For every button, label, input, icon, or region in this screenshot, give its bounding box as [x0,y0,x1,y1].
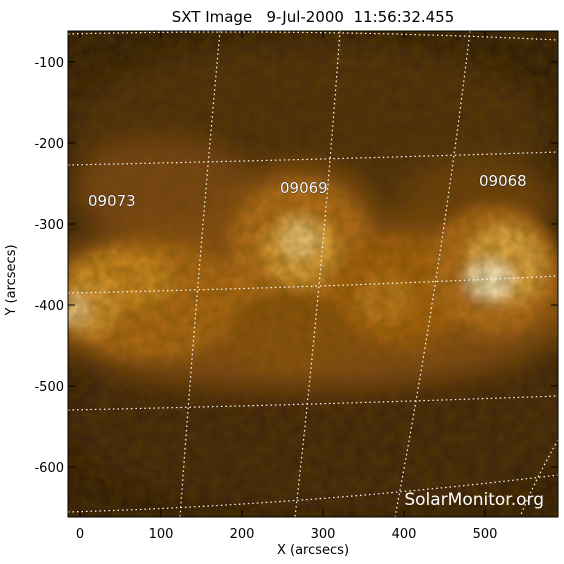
axis-ticks [68,31,558,517]
x-tick-label: 500 [473,527,498,542]
y-tick-label: -600 [34,461,64,476]
y-tick-label: -200 [34,137,64,152]
region-label-09073: 09073 [88,192,136,210]
y-tick-label: -500 [34,380,64,395]
region-label-09068: 09068 [479,172,527,190]
x-tick-labels: 0 100 200 300 400 500 [76,527,498,542]
heliographic-grid [68,31,558,517]
region-label-09069: 09069 [280,179,328,197]
x-tick-label: 0 [76,527,84,542]
x-tick-label: 100 [149,527,174,542]
image-title: SXT Image 9-Jul-2000 11:56:32.455 [172,8,455,26]
y-tick-label: -300 [34,218,64,233]
watermark: SolarMonitor.org [404,490,544,510]
solar-image: 09073 09069 09068 SolarMonitor.org [68,31,558,517]
y-tick-labels: -100 -200 -300 -400 -500 -600 [34,56,64,476]
y-axis-label: Y (arcsecs) [4,244,19,316]
x-tick-label: 400 [392,527,417,542]
x-axis-label: X (arcsecs) [277,543,349,558]
x-tick-label: 200 [230,527,255,542]
x-tick-label: 300 [311,527,336,542]
y-tick-label: -400 [34,299,64,314]
plot-frame [67,30,559,518]
y-tick-label: -100 [34,56,64,71]
